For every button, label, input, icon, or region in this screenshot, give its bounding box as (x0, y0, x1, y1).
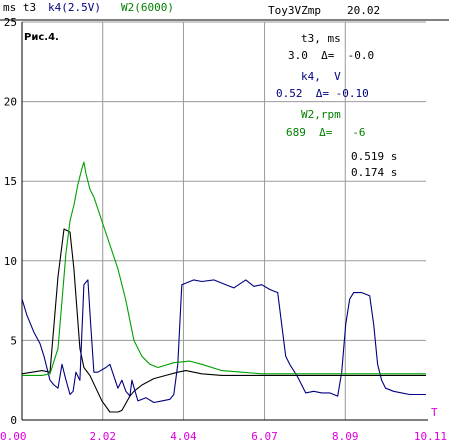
info-w2-values: 689 Δ= -6 (286, 126, 365, 139)
info-w2-title: W2,rpm (301, 108, 341, 121)
y-axis-ticks: 0 5 10 15 20 25 (4, 16, 17, 427)
header-series-w2: W2(6000) (121, 1, 174, 14)
chart-frame (0, 19, 449, 421)
chart-grid (22, 21, 426, 420)
info-cursor2: 0.174 s (351, 166, 397, 179)
y-tick-label: 10 (4, 255, 17, 268)
x-tick-label: 6.07 (251, 430, 278, 443)
info-k4-values: 0.52 Δ= -0.10 (276, 87, 369, 100)
x-tick-label: 0.00 (0, 430, 27, 443)
y-tick-label: 20 (4, 96, 17, 109)
info-t3-values: 3.0 Δ= -0.0 (288, 49, 374, 62)
x-tick-label: 2.02 (89, 430, 116, 443)
series-line-w2 (22, 161, 426, 376)
header-time: 20.02 (347, 4, 380, 17)
header-series-k4: k4(2.5V) (48, 1, 101, 14)
y-tick-label: 5 (10, 334, 17, 347)
header-series-t3: ms t3 (3, 1, 36, 14)
chart-series (21, 161, 426, 413)
info-k4-title: k4, V (301, 70, 341, 83)
x-tick-label: 10.11 (414, 430, 447, 443)
info-block: t3, ms 3.0 Δ= -0.0 k4, V 0.52 Δ= -0.10 W… (276, 32, 397, 179)
axis-unit-label: T (431, 406, 438, 419)
figure-label: Рис.4. (24, 32, 59, 43)
info-t3-title: t3, ms (301, 32, 341, 45)
info-cursor1: 0.519 s (351, 150, 397, 163)
y-tick-label: 0 (10, 414, 17, 427)
x-tick-label: 8.09 (332, 430, 359, 443)
x-tick-label: 4.04 (170, 430, 197, 443)
y-tick-label: 25 (4, 16, 17, 29)
header-file: Toy3VZmp (268, 4, 321, 17)
series-line-k4 (21, 279, 426, 404)
y-tick-label: 15 (4, 175, 17, 188)
x-axis-ticks: 0.00 2.02 4.04 6.07 8.09 10.11 (0, 430, 447, 443)
